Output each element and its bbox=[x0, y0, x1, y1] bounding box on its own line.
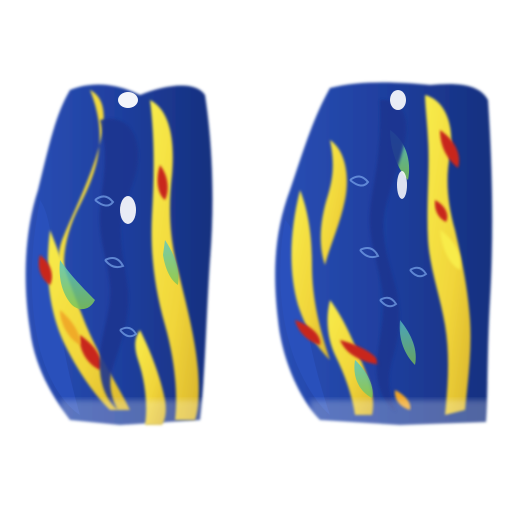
right-yellow-streak-a bbox=[291, 190, 330, 360]
left-cyan-patch-a bbox=[59, 260, 95, 310]
left-cyan-patch-b bbox=[163, 240, 179, 285]
right-yellow-streak-b bbox=[320, 140, 347, 265]
right-panel-plume bbox=[275, 82, 493, 430]
left-red-spot-b bbox=[38, 255, 52, 285]
left-gap-top bbox=[118, 92, 138, 108]
right-turbulent-core bbox=[369, 99, 407, 413]
right-red-spot-c bbox=[340, 340, 380, 365]
left-gap-mid bbox=[120, 196, 136, 224]
left-highlight-curls bbox=[94, 195, 138, 338]
right-cyan-patch-b bbox=[354, 360, 373, 398]
left-orange-spot bbox=[60, 310, 81, 345]
left-panel-plume bbox=[25, 84, 213, 430]
right-yellow-streak-e bbox=[440, 230, 461, 270]
left-red-spot-a bbox=[157, 165, 168, 200]
right-red-spot-d bbox=[434, 200, 448, 222]
left-red-spot-c bbox=[79, 335, 102, 370]
left-turbulent-core bbox=[99, 118, 139, 410]
right-gap-mid bbox=[397, 171, 407, 199]
left-bottom-fade bbox=[60, 400, 210, 430]
right-bottom-fade bbox=[310, 400, 490, 430]
right-cyan-patch-c bbox=[399, 320, 416, 365]
right-red-spot-b bbox=[295, 320, 321, 345]
right-gap-top bbox=[390, 90, 406, 110]
right-highlight-curls bbox=[349, 175, 428, 308]
right-red-spot-a bbox=[440, 130, 460, 168]
